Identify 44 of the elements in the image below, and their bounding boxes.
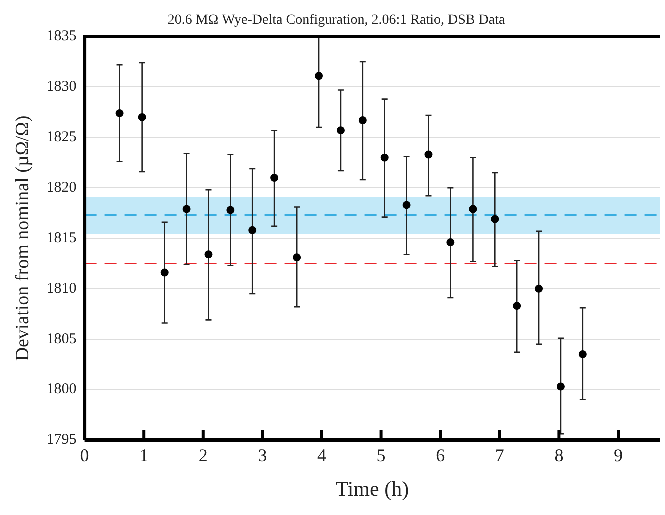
point — [535, 284, 544, 293]
y-tick-label: 1810 — [46, 280, 77, 297]
y-tick-label: 1800 — [46, 382, 77, 398]
point — [226, 206, 235, 214]
x-tick-label: 1 — [140, 446, 149, 466]
y-tick-label: 1830 — [46, 79, 77, 96]
x-tick-label: 5 — [376, 446, 386, 466]
y-tick-label: 1820 — [46, 180, 77, 196]
x-tick-label: 3 — [258, 446, 268, 466]
point — [469, 205, 478, 214]
point — [446, 238, 455, 247]
x-tick-label: 6 — [436, 446, 446, 466]
point — [513, 302, 522, 310]
x-tick-label: 7 — [495, 446, 504, 466]
chart-title: 20.6 MΩ Wye-Delta Configuration, 2.06:1 Ratio, DSB Data — [168, 13, 506, 28]
x-tick-label: 4 — [317, 446, 326, 466]
y-tick-label: 1805 — [46, 331, 77, 348]
x-tick-label: 9 — [614, 446, 623, 466]
point — [315, 72, 324, 80]
point — [116, 109, 124, 118]
point — [402, 201, 411, 210]
y-tick-label: 1825 — [46, 130, 77, 146]
point — [138, 113, 146, 122]
x-tick-label: 0 — [80, 446, 90, 466]
point — [160, 268, 169, 277]
point — [270, 174, 279, 182]
x-tick-label: 8 — [554, 446, 564, 466]
point — [204, 250, 213, 259]
x-tick-label: 2 — [198, 446, 208, 466]
y-tick-label: 1835 — [46, 28, 77, 45]
point — [293, 254, 302, 262]
point — [336, 126, 345, 135]
point — [578, 350, 587, 358]
point — [248, 226, 257, 234]
point — [556, 382, 565, 391]
point — [182, 205, 191, 214]
x-axis-title: Time (h) — [336, 476, 410, 501]
y-tick-label: 1795 — [46, 432, 77, 448]
y-axis-title: Deviation from nominal (µΩ/Ω) — [12, 116, 34, 362]
y-tick-label: 1815 — [46, 230, 77, 246]
point — [424, 150, 433, 159]
point — [358, 116, 367, 125]
point — [380, 154, 389, 162]
point — [491, 215, 500, 224]
